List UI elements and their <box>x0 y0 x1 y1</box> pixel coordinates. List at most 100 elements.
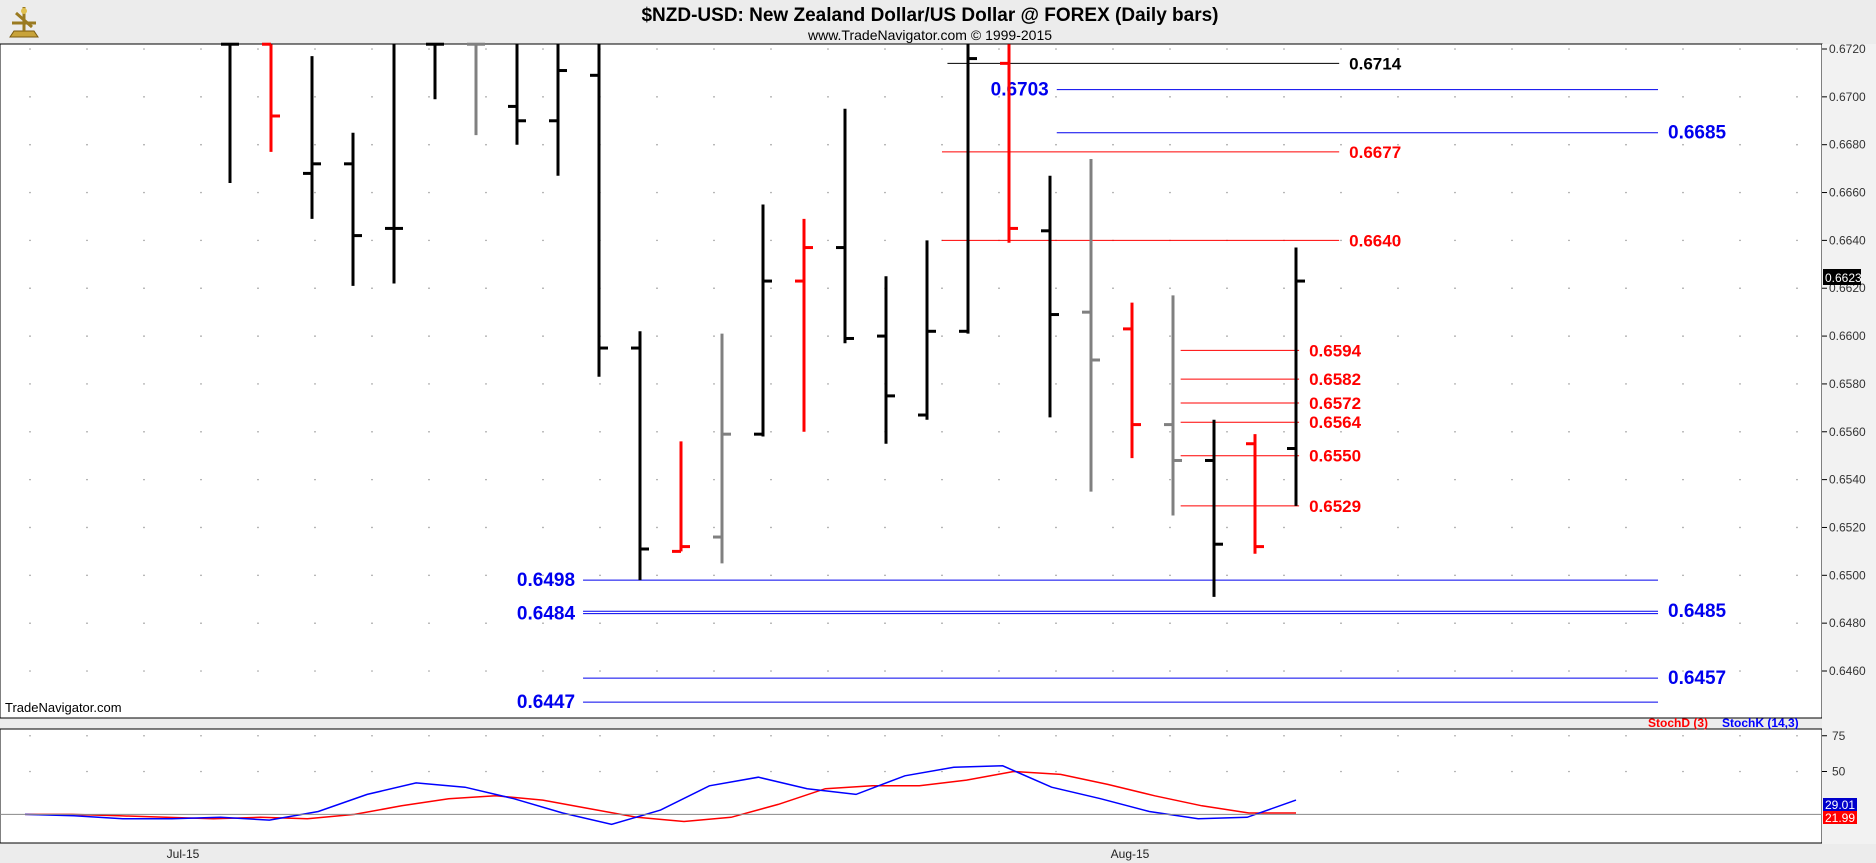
stochastic-lines <box>24 765 1297 826</box>
grid-dot <box>29 143 31 146</box>
ohlc-bar <box>959 44 977 334</box>
grid-dot <box>1796 670 1798 672</box>
grid-dot <box>257 335 259 337</box>
grid-dot <box>770 670 772 672</box>
level-label: 0.6640 <box>1349 231 1401 250</box>
grid-dot <box>656 335 658 337</box>
grid-dot <box>542 770 544 773</box>
ohlc-bar <box>508 44 526 145</box>
grid-dot <box>827 239 829 242</box>
grid-dot <box>884 48 886 50</box>
grid-dot <box>998 574 1000 577</box>
grid-dot <box>1055 335 1057 337</box>
grid-dot <box>770 143 772 146</box>
grid-dot <box>542 622 544 624</box>
grid-dot <box>1112 430 1114 433</box>
grid-dot <box>1568 734 1570 737</box>
grid-dot <box>656 478 658 481</box>
grid-dot <box>1397 143 1399 146</box>
grid-dot <box>314 670 316 672</box>
ohlc-bar <box>1041 175 1059 418</box>
grid-dot <box>200 526 202 529</box>
grid-dot <box>485 287 487 290</box>
grid-dot <box>485 96 487 98</box>
grid-dot <box>827 383 829 385</box>
price-tick-label: 0.6680 <box>1829 138 1866 152</box>
grid-dot <box>29 478 31 481</box>
grid-dot <box>941 478 943 481</box>
grid-dot <box>827 526 829 529</box>
grid-dot <box>998 383 1000 385</box>
ohlc-bar <box>713 333 731 564</box>
grid-dot <box>257 574 259 577</box>
level-0-6498: 0.6498 <box>517 570 1659 591</box>
grid-dot <box>1226 96 1228 98</box>
grid-dot <box>371 430 373 433</box>
grid-dot <box>713 143 715 146</box>
grid-dot <box>29 622 31 624</box>
grid-dot <box>1682 770 1684 773</box>
grid-dot <box>200 287 202 290</box>
level-0-6447: 0.6447 <box>517 692 1659 713</box>
grid-dot <box>371 335 373 337</box>
grid-dot <box>86 622 88 624</box>
price-tick-label: 0.6720 <box>1829 42 1866 56</box>
grid-dot <box>200 383 202 385</box>
ohlc-bar <box>426 42 444 100</box>
level-label: 0.6457 <box>1668 668 1726 689</box>
grid-dot <box>1055 622 1057 624</box>
ohlc-bar <box>1287 247 1305 506</box>
grid-dot <box>1340 383 1342 385</box>
grid-dot <box>1625 478 1627 481</box>
grid-dot <box>143 239 145 242</box>
grid-dot <box>1796 287 1798 290</box>
grid-dot <box>1112 335 1114 337</box>
grid-dot <box>1625 734 1627 737</box>
grid-dot <box>542 734 544 737</box>
grid-dot <box>770 478 772 481</box>
grid-dot <box>827 287 829 290</box>
grid-dot <box>1568 335 1570 337</box>
grid-dot <box>1568 770 1570 773</box>
grid-dot <box>428 48 430 50</box>
grid-dot <box>998 143 1000 146</box>
grid-dot <box>1226 574 1228 577</box>
grid-dot <box>428 478 430 481</box>
grid-dot <box>314 622 316 624</box>
grid-dot <box>884 478 886 481</box>
ohlc-bar <box>1000 44 1018 243</box>
grid-dot <box>200 734 202 737</box>
grid-dot <box>1796 143 1798 146</box>
grid-dot <box>1283 143 1285 146</box>
time-axis: Jul-15 Aug-15 <box>167 847 1150 861</box>
grid-dot <box>1112 670 1114 672</box>
grid-dot <box>1112 96 1114 98</box>
level-label: 0.6498 <box>517 570 575 591</box>
grid-dot <box>86 48 88 50</box>
grid-dot <box>257 478 259 481</box>
level-0-6582: 0.6582 <box>1180 370 1361 389</box>
ohlc-bar <box>262 42 280 152</box>
chart-title: $NZD-USD: New Zealand Dollar/US Dollar @… <box>641 5 1218 26</box>
grid-dot <box>713 770 715 773</box>
grid-dot <box>1511 430 1513 433</box>
grid-dot <box>257 239 259 242</box>
level-label: 0.6447 <box>517 692 575 713</box>
grid-dot <box>770 770 772 773</box>
grid-dot <box>29 383 31 385</box>
grid-dot <box>998 670 1000 672</box>
grid-dot <box>770 96 772 98</box>
grid-dot <box>1340 770 1342 773</box>
grid-dot <box>1511 478 1513 481</box>
level-label: 0.6529 <box>1309 497 1361 516</box>
grid-dot <box>1625 96 1627 98</box>
grid-dot <box>827 335 829 337</box>
price-tick-label: 0.6500 <box>1829 568 1866 582</box>
grid-dot <box>1340 48 1342 50</box>
grid-dot <box>257 526 259 529</box>
grid-dot <box>827 734 829 737</box>
price-tick-label: 0.6560 <box>1829 425 1866 439</box>
grid-dot <box>200 770 202 773</box>
grid-dot <box>884 734 886 737</box>
grid-dot <box>542 670 544 672</box>
